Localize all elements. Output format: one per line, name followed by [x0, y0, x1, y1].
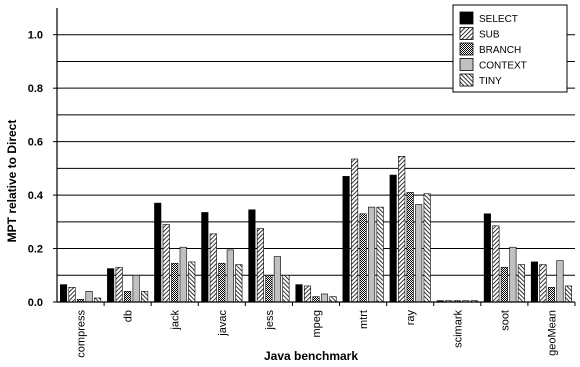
bar-context-geoMean	[556, 260, 564, 303]
x-axis-title: Java benchmark	[264, 349, 358, 363]
bar-tiny-soot	[517, 264, 525, 303]
bar-select-db	[107, 268, 115, 303]
bar-context-ray	[415, 204, 423, 303]
y-tick-label: 0.6	[28, 137, 43, 149]
legend-swatch-select	[459, 11, 474, 25]
legend-label-select: SELECT	[479, 14, 518, 25]
legend: SELECT SUB BRANCH CONTEXT TINY	[452, 4, 568, 93]
bar-context-db	[132, 274, 140, 303]
bar-sub-jess	[256, 228, 264, 303]
bar-context-mpeg	[320, 293, 329, 303]
bar-select-mpeg	[295, 284, 303, 303]
bar-branch-mpeg	[312, 296, 320, 303]
tick-labels: 0.0 0.2 0.4 0.6 0.8 1.0 compress db jack javac jes…	[28, 30, 559, 358]
x-tick-label-geoMean: geoMean	[546, 310, 558, 356]
bar-tiny-compress	[93, 297, 102, 303]
bar-context-jess	[273, 256, 281, 303]
legend-swatch-context	[459, 58, 474, 71]
bar-context-javac	[226, 249, 234, 303]
bar-select-javac	[201, 212, 209, 303]
x-tick-label-jess: jess	[264, 310, 276, 331]
bars	[59, 156, 573, 303]
bar-branch-db	[124, 291, 132, 303]
bar-sub-geoMean	[539, 264, 547, 303]
bar-context-mtrt	[368, 206, 376, 303]
x-tick-label-mtrt: mtrt	[358, 310, 370, 329]
legend-label-context: CONTEXT	[479, 61, 527, 72]
bar-sub-db	[115, 266, 123, 303]
y-tick-label: 0.0	[28, 297, 43, 309]
bar-select-mtrt	[342, 176, 350, 303]
bar-tiny-geoMean	[564, 285, 573, 303]
x-tick-label-mpeg: mpeg	[311, 310, 323, 338]
bar-select-ray	[389, 174, 397, 303]
bar-tiny-mpeg	[329, 296, 337, 303]
bar-branch-mtrt	[359, 213, 367, 303]
x-tick-label-jack: jack	[170, 310, 182, 331]
legend-swatch-branch	[459, 42, 474, 56]
bar-tiny-javac	[235, 264, 243, 303]
bar-select-geoMean	[530, 261, 539, 303]
x-tick-label-compress: compress	[76, 310, 88, 358]
x-tick-label-soot: soot	[499, 310, 511, 331]
bar-branch-soot	[500, 266, 508, 303]
axes	[53, 8, 576, 306]
x-tick-label-db: db	[123, 310, 135, 322]
y-tick-label: 0.2	[28, 244, 43, 256]
y-tick-label: 0.8	[28, 83, 43, 95]
bar-sub-javac	[209, 233, 217, 303]
legend-swatch-sub	[459, 27, 474, 40]
legend-label-tiny: TINY	[479, 76, 502, 87]
y-tick-label: 1.0	[28, 30, 43, 42]
legend-label-branch: BRANCH	[479, 45, 521, 56]
y-tick-label: 0.4	[28, 190, 44, 202]
bar-select-jess	[248, 209, 256, 303]
bar-branch-geoMean	[547, 286, 556, 303]
bar-tiny-jack	[188, 261, 196, 303]
bar-sub-mpeg	[303, 285, 312, 303]
bar-select-jack	[154, 202, 162, 303]
legend-label-sub: SUB	[479, 30, 500, 41]
bar-branch-jess	[265, 274, 273, 303]
bar-branch-jack	[171, 262, 179, 303]
bar-sub-compress	[68, 286, 76, 303]
bar-tiny-jess	[282, 274, 290, 303]
legend-swatch-tiny	[459, 73, 474, 87]
bar-sub-ray	[398, 156, 406, 303]
bar-branch-ray	[406, 192, 414, 303]
bar-context-soot	[509, 246, 517, 303]
bar-context-compress	[85, 291, 93, 303]
bar-branch-javac	[218, 262, 226, 303]
x-tick-label-scimark: scimark	[452, 310, 464, 348]
bar-select-compress	[59, 284, 68, 303]
bar-tiny-db	[141, 291, 149, 303]
x-tick-label-ray: ray	[405, 310, 417, 326]
bar-sub-soot	[492, 225, 500, 303]
bar-sub-mtrt	[351, 158, 359, 303]
bar-tiny-mtrt	[376, 206, 384, 303]
bar-select-soot	[483, 213, 491, 303]
x-tick-label-javac: javac	[217, 310, 229, 337]
bar-context-jack	[179, 246, 187, 303]
y-axis-title: MPT relative to Direct	[5, 120, 19, 243]
bar-tiny-ray	[423, 193, 431, 303]
bar-sub-jack	[162, 224, 170, 303]
